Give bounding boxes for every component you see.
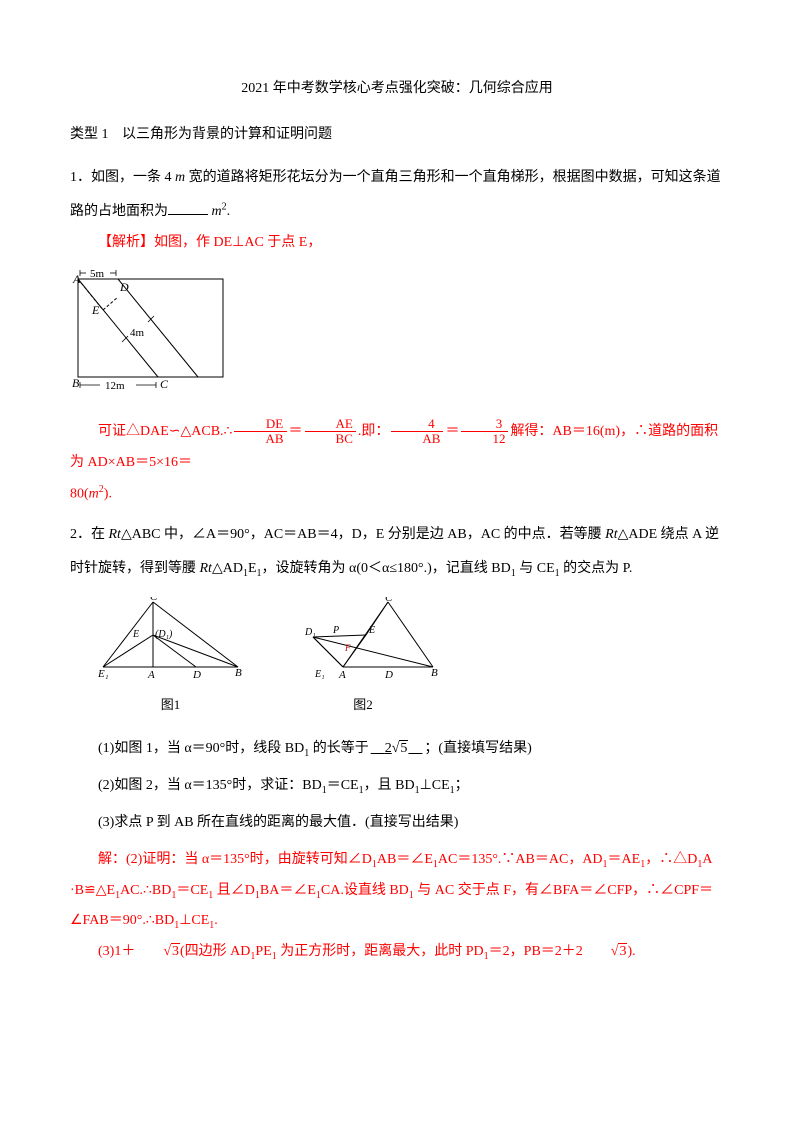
triangle-diagram-2: C D₁ P E F E₁ A D B [283, 597, 443, 679]
svg-text:B: B [72, 376, 80, 390]
figure-label-2: 图2 [283, 692, 443, 718]
problem-1-solution: 可证△DAE∽△ACB.∴DEAB＝AEBC.即：4AB＝312解得：AB＝16… [70, 417, 724, 479]
svg-text:D₁: D₁ [304, 627, 316, 638]
svg-text:B: B [431, 667, 438, 679]
answer-fill: 25 [369, 741, 425, 756]
problem-1-solution-end: 80(m2). [70, 479, 724, 510]
problem-2-solution-2c: ∠FAB＝90°.∴BD1⊥CE1. [70, 906, 724, 937]
problem-1-text: 1．如图，一条 4 m 宽的道路将矩形花坛分为一个直角三角形和一个直角梯形，根据… [70, 161, 724, 228]
problem-number: 2． [70, 527, 91, 542]
problem-2-solution-3: (3)1＋3(四边形 AD1PE1 为正方形时，距离最大，此时 PD1＝2，PB… [70, 937, 724, 968]
problem-2-part-2: (2)如图 2，当 α＝135°时，求证：BD1＝CE1，且 BD1⊥CE1； [70, 771, 724, 802]
document-title: 2021 年中考数学核心考点强化突破：几何综合应用 [70, 75, 724, 103]
section-number: 类型 1 [70, 127, 109, 142]
figure-2b: C D₁ P E F E₁ A D B 图2 [283, 597, 443, 718]
svg-text:(D₁): (D₁) [155, 629, 173, 640]
problem-2-part-3: (3)求点 P 到 AB 所在直线的距离的最大值．(直接写出结果) [70, 808, 724, 839]
svg-text:C: C [160, 377, 169, 391]
svg-text:D: D [119, 280, 129, 294]
section-header: 类型 1 以三角形为背景的计算和证明问题 [70, 121, 724, 149]
problem-2-text: 2．在 Rt△ABC 中，∠A＝90°，AC＝AB＝4，D，E 分别是边 AB，… [70, 518, 724, 585]
svg-text:E: E [132, 629, 139, 640]
svg-text:D: D [192, 669, 201, 679]
figure-label-1: 图1 [98, 692, 243, 718]
problem-number: 1． [70, 170, 91, 185]
problem-2-solution-2b: ·B≌△E1AC.∴BD1＝CE1 且∠D1BA＝∠E1CA.设直线 BD1 与… [70, 876, 724, 907]
svg-text:5m: 5m [90, 269, 105, 280]
svg-text:A: A [338, 669, 346, 679]
problem-2: 2．在 Rt△ABC 中，∠A＝90°，AC＝AB＝4，D，E 分别是边 AB，… [70, 518, 724, 968]
svg-text:P: P [332, 625, 339, 636]
svg-text:B: B [235, 667, 242, 679]
svg-text:12m: 12m [105, 380, 125, 392]
svg-text:4m: 4m [130, 327, 145, 339]
svg-text:E: E [368, 625, 375, 636]
rectangle-diagram: A D E B C 5m 4m 12m [70, 269, 235, 394]
problem-2-part-1: (1)如图 1，当 α＝90°时，线段 BD1 的长等于 25 ；(直接填写结果… [70, 734, 724, 765]
svg-text:F: F [344, 643, 351, 653]
figures-row: C E (D₁) E₁ A D B 图1 C [98, 597, 724, 718]
problem-1: 1．如图，一条 4 m 宽的道路将矩形花坛分为一个直角三角形和一个直角梯形，根据… [70, 161, 724, 510]
blank-answer [168, 199, 208, 215]
svg-text:E₁: E₁ [98, 668, 109, 679]
svg-text:E₁: E₁ [314, 669, 325, 679]
section-heading: 以三角形为背景的计算和证明问题 [122, 127, 332, 142]
figure-2a: C E (D₁) E₁ A D B 图1 [98, 597, 243, 718]
figure-1: A D E B C 5m 4m 12m [70, 269, 724, 405]
svg-text:E: E [91, 303, 100, 317]
svg-text:A: A [147, 669, 155, 679]
svg-text:D: D [384, 669, 393, 679]
svg-text:C: C [385, 597, 393, 604]
problem-2-solution-2: 解：(2)证明：当 α＝135°时，由旋转可知∠D1AB＝∠E1AC＝135°.… [70, 845, 724, 876]
svg-text:C: C [150, 597, 158, 603]
problem-1-solution-intro: 【解析】如图，作 DE⊥AC 于点 E， [70, 228, 724, 259]
triangle-diagram-1: C E (D₁) E₁ A D B [98, 597, 243, 679]
